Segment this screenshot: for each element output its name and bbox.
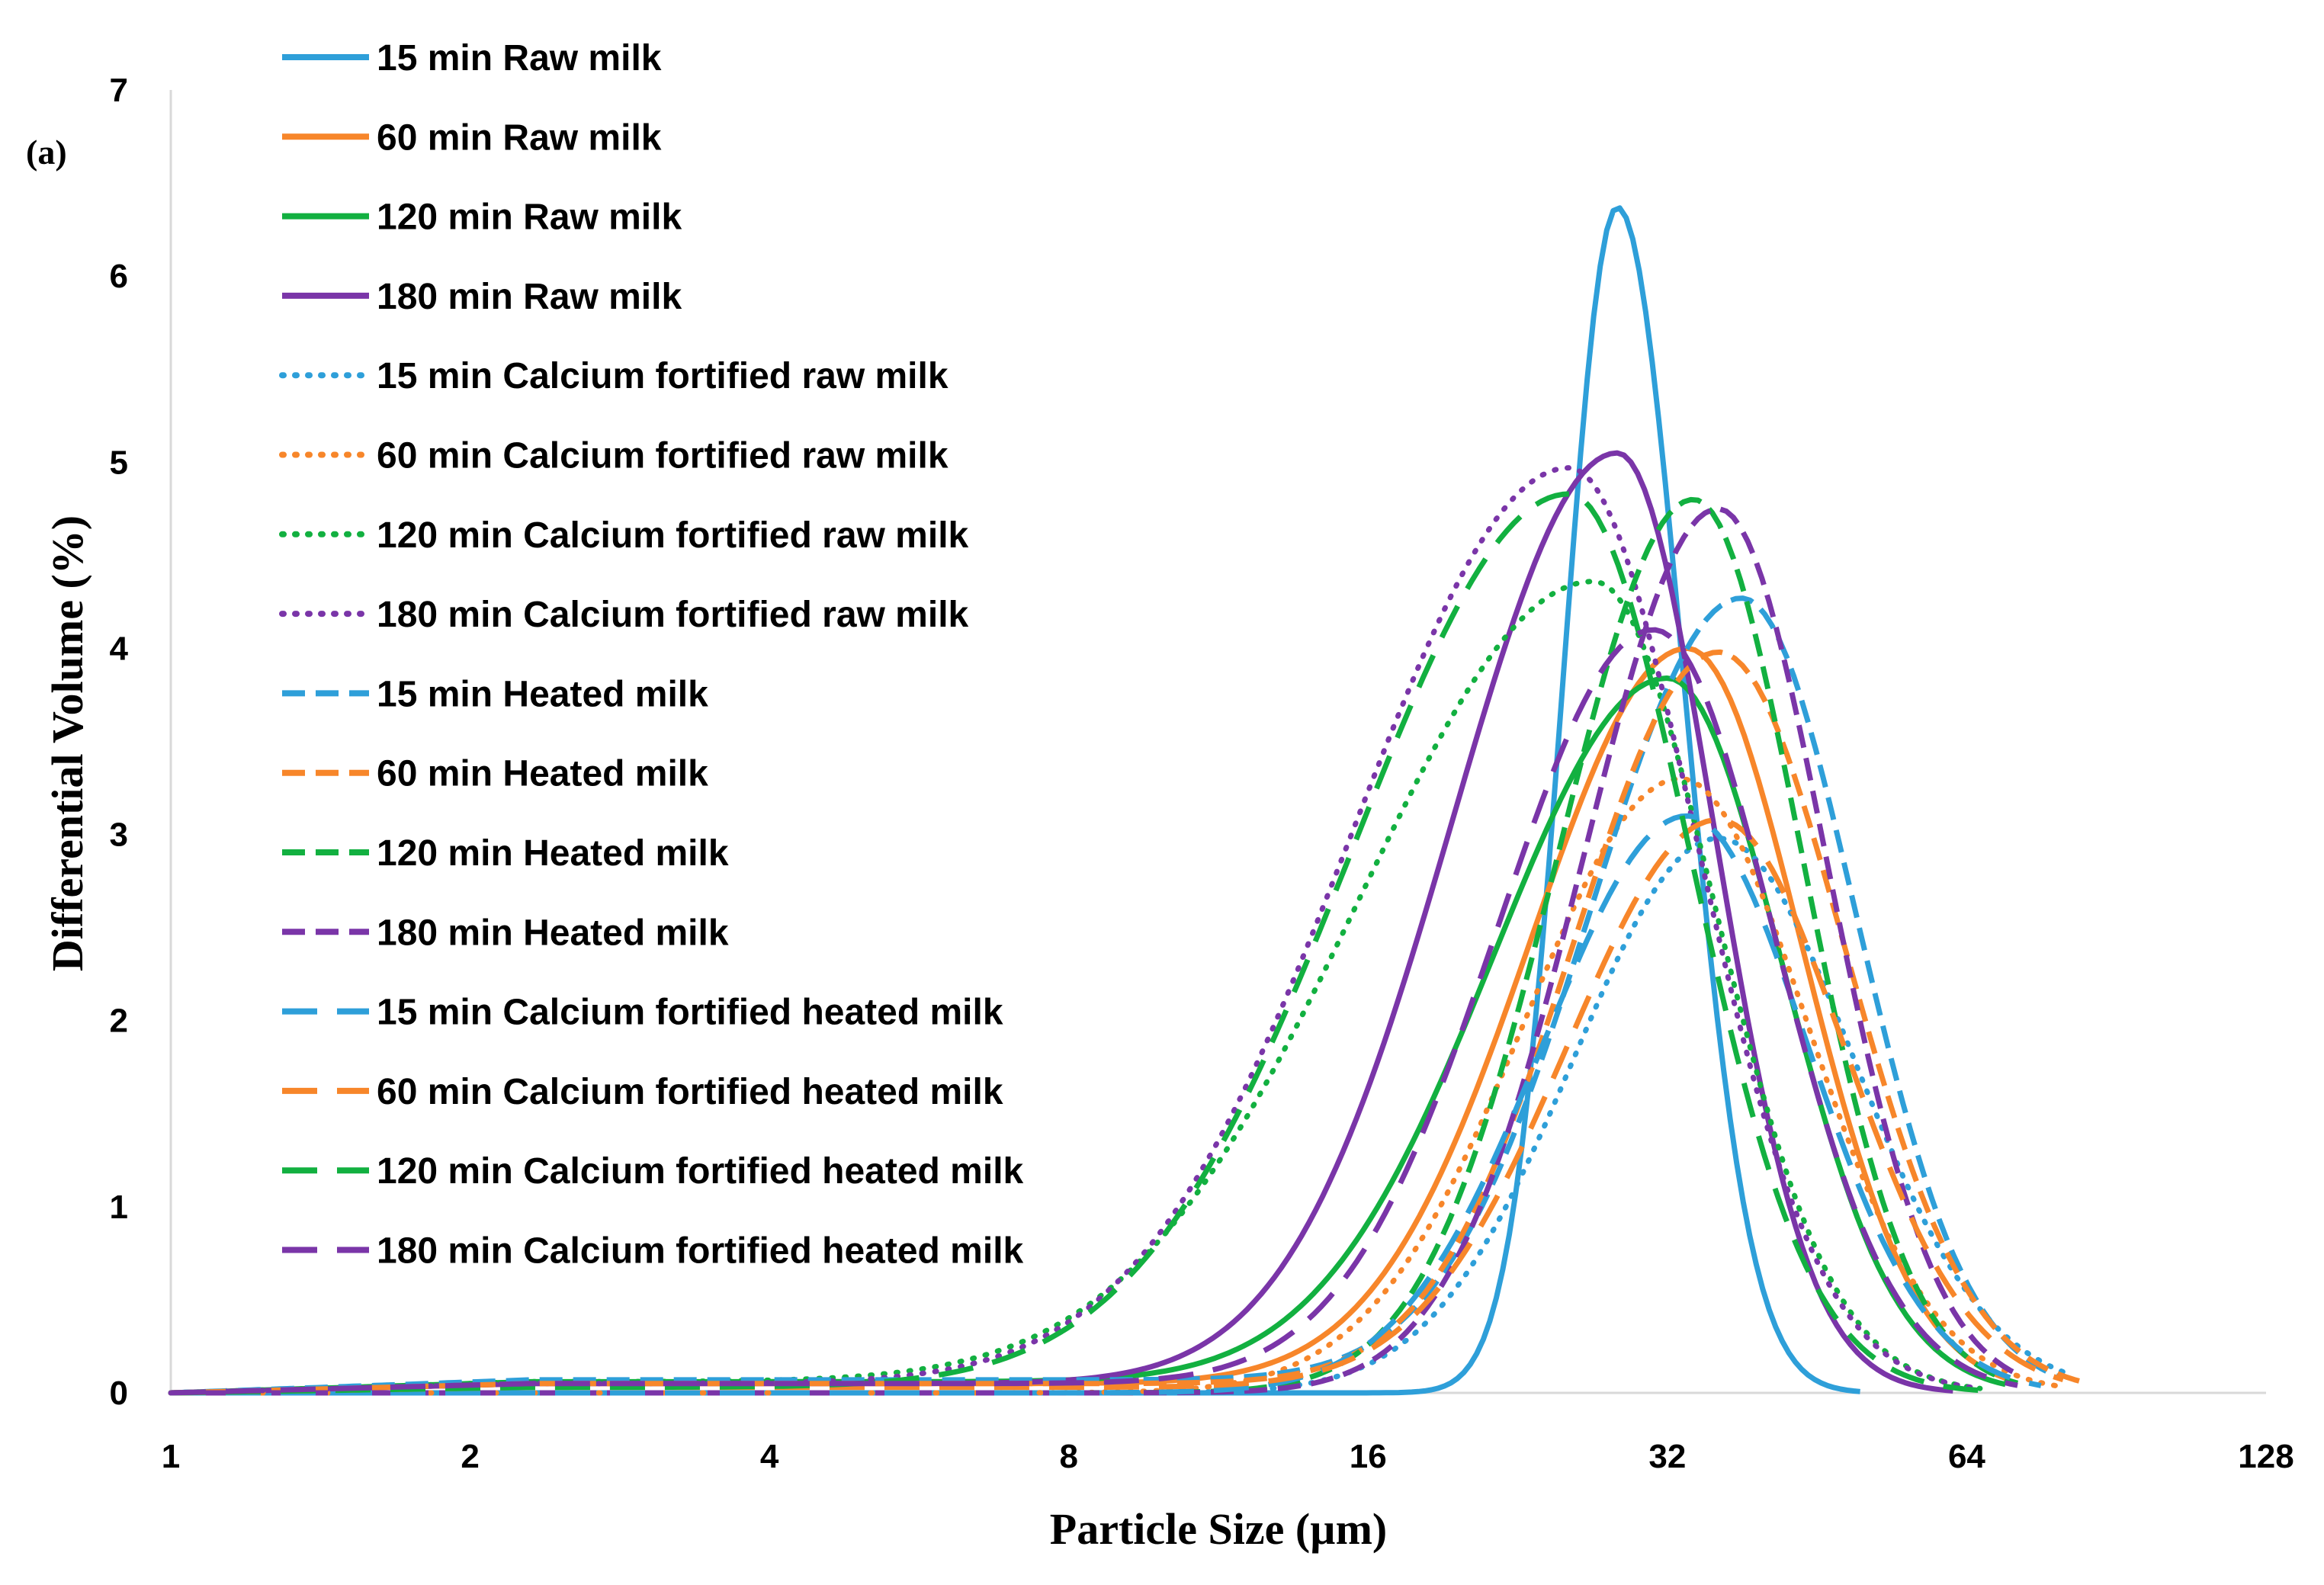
x-tick-label: 1 — [162, 1438, 180, 1475]
y-tick-label: 7 — [110, 72, 128, 109]
x-tick-labels: 1 2 4 8 16 32 64 128 — [162, 1438, 2294, 1475]
legend-label: 180 min Heated milk — [377, 913, 729, 953]
x-tick-label: 8 — [1059, 1438, 1077, 1475]
legend-label: 180 min Calcium fortified heated milk — [377, 1231, 1024, 1272]
legend-label: 15 min Raw milk — [377, 38, 662, 79]
y-tick-label: 1 — [110, 1189, 128, 1226]
y-tick-label: 5 — [110, 444, 128, 481]
panel-label: (a) — [26, 133, 67, 172]
legend-label: 120 min Heated milk — [377, 833, 729, 874]
y-axis-title: Differential Volume (%) — [43, 515, 92, 971]
y-tick-label: 0 — [110, 1375, 128, 1412]
series-line — [171, 813, 2042, 1396]
y-tick-label: 4 — [110, 630, 129, 667]
legend-label: 15 min Calcium fortified raw milk — [377, 356, 949, 396]
legend-label: 120 min Calcium fortified heated milk — [377, 1151, 1024, 1192]
legend-label: 15 min Calcium fortified heated milk — [377, 993, 1003, 1033]
series-lines — [168, 205, 2090, 1396]
y-tick-label: 3 — [110, 817, 128, 854]
legend-label: 60 min Calcium fortified raw milk — [377, 436, 949, 476]
y-tick-labels: 0 1 2 3 4 5 6 7 — [110, 72, 129, 1412]
legend: 15 min Raw milk 60 min Raw milk 120 min Ra… — [279, 38, 1024, 1272]
legend-label: 120 min Raw milk — [377, 197, 682, 238]
x-axis-title: Particle Size (µm) — [1050, 1504, 1387, 1554]
x-tick-label: 128 — [2238, 1438, 2294, 1475]
legend-label: 120 min Calcium fortified raw milk — [377, 515, 969, 556]
y-tick-label: 6 — [110, 258, 128, 295]
series-line — [170, 627, 2018, 1396]
legend-label: 60 min Raw milk — [377, 117, 662, 158]
legend-label: 15 min Heated milk — [377, 674, 708, 714]
x-tick-label: 4 — [760, 1438, 779, 1475]
legend-label: 180 min Raw milk — [377, 277, 682, 317]
y-tick-label: 2 — [110, 1003, 128, 1040]
x-tick-label: 2 — [461, 1438, 479, 1475]
x-tick-label: 32 — [1648, 1438, 1686, 1475]
legend-label: 60 min Calcium fortified heated milk — [377, 1072, 1003, 1112]
series-line — [170, 491, 1981, 1396]
x-tick-label: 64 — [1948, 1438, 1985, 1475]
legend-label: 60 min Heated milk — [377, 754, 708, 794]
legend-label: 180 min Calcium fortified raw milk — [377, 595, 969, 635]
x-tick-label: 16 — [1350, 1438, 1387, 1475]
